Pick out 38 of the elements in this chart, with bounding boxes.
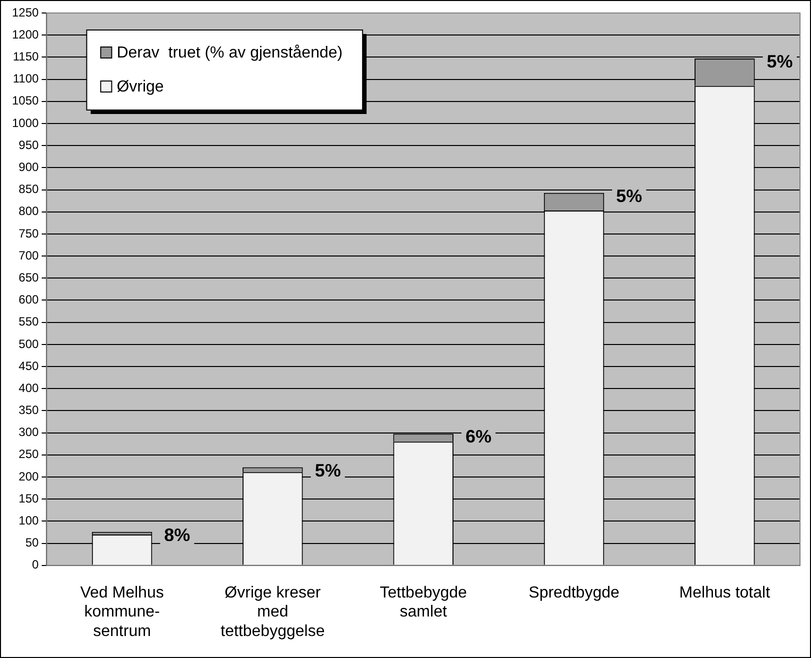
y-tick-label: 900 [18,160,40,174]
y-tick-label: 350 [18,403,40,418]
x-tick-label: Ved Melhus kommune-sentrum [80,584,164,640]
annotation: 5% [314,460,341,480]
y-tick-label: 1250 [12,5,40,20]
annotation: 6% [465,426,492,447]
y-tick-label: 1000 [12,116,40,130]
y-tick-label: 650 [18,270,40,284]
x-tick-label: Spredtbygde [528,584,620,602]
y-tick-label: 300 [18,425,40,440]
y-tick-label: 100 [18,514,40,528]
x-tick-label: Melhus totalt [679,584,771,602]
y-tick-label: 1150 [12,50,40,64]
y-tick-label: 1050 [12,94,40,108]
y-tick-label: 200 [18,469,40,484]
legend-label: Øvrige [116,78,164,96]
y-tick-label: 550 [18,314,40,329]
annotation: 5% [616,186,642,206]
y-tick-label: 150 [18,491,40,506]
annotation: 8% [164,524,190,545]
y-tick-label: 1100 [12,72,40,86]
y-tick-label: 800 [18,204,40,218]
y-tick-label: 400 [18,380,40,395]
legend-label: Derav truet (% av gjenstående) [116,44,343,62]
x-tick-label: Øvrige kreser med tettbebyggelse [220,584,325,640]
y-tick-label: 950 [18,138,40,152]
y-tick-label: 500 [18,336,40,351]
annotation: 5% [766,51,793,72]
y-tick-label: 700 [18,248,40,262]
y-tick-label: 0 [32,558,40,572]
y-tick-label: 450 [18,358,40,373]
y-tick-label: 600 [18,292,40,307]
x-tick-label: Tettbebygde samlet [380,584,468,621]
y-tick-label: 750 [18,226,40,240]
y-tick-label: 850 [18,182,40,196]
y-tick-label: 1200 [12,27,40,42]
y-tick-label: 250 [18,447,40,462]
y-tick-label: 50 [25,536,40,550]
